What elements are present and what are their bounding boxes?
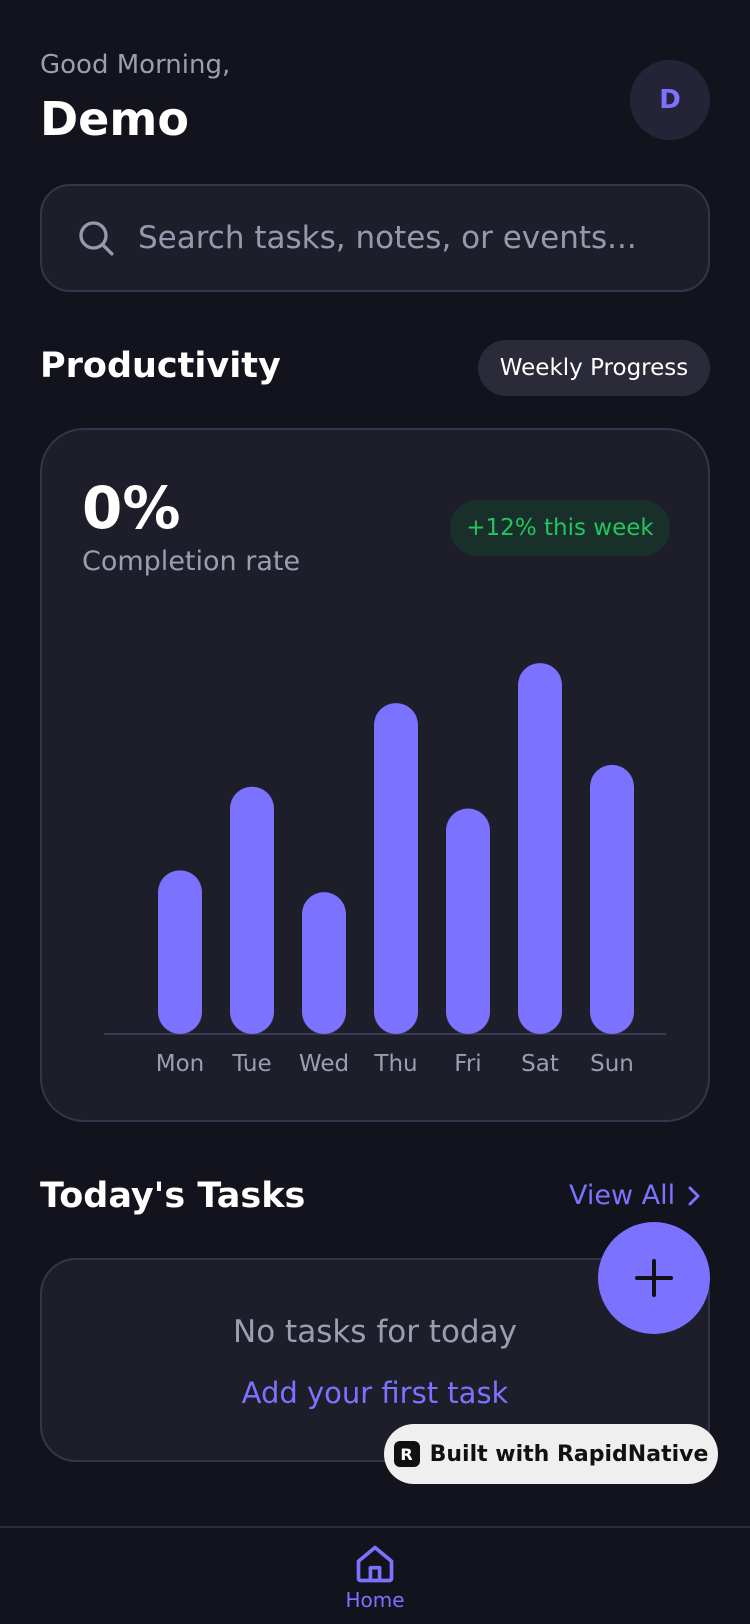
chart-bar-thu xyxy=(374,703,418,1034)
greeting-text: Good Morning, xyxy=(40,50,231,80)
bottom-tab-bar: Home xyxy=(0,1526,750,1624)
chart-tick-label-sat: Sat xyxy=(521,1051,559,1077)
productivity-chart-card: 0% Completion rate +12% this week Mon Tue… xyxy=(40,428,710,1122)
view-all-link[interactable]: View All xyxy=(569,1180,703,1211)
search-bar[interactable] xyxy=(40,184,710,292)
tab-home[interactable]: Home xyxy=(335,1542,415,1624)
productivity-heading: Productivity xyxy=(40,346,281,386)
plus-icon xyxy=(635,1259,673,1297)
completion-rate-label: Completion rate xyxy=(82,546,301,577)
search-input[interactable] xyxy=(138,220,698,256)
chart-tick-label-fri: Fri xyxy=(454,1051,481,1077)
tasks-heading: Today's Tasks xyxy=(40,1176,306,1216)
chart-tick-label-thu: Thu xyxy=(373,1051,417,1077)
chevron-right-icon xyxy=(688,1186,700,1205)
chart-bar-mon xyxy=(158,870,202,1034)
chart-tick-label-sun: Sun xyxy=(590,1051,634,1077)
weekly-progress-pill[interactable]: Weekly Progress xyxy=(478,340,710,396)
add-first-task-link[interactable]: Add your first task xyxy=(241,1376,509,1410)
tasks-empty-card: No tasks for today Add your first task xyxy=(40,1258,710,1462)
view-all-label: View All xyxy=(569,1180,676,1211)
add-task-fab[interactable] xyxy=(598,1222,710,1334)
chart-bar-sat xyxy=(518,663,562,1034)
chart-bar-tue xyxy=(230,786,274,1034)
built-with-label: Built with RapidNative xyxy=(429,1441,709,1467)
chart-tick-label-tue: Tue xyxy=(231,1051,271,1077)
built-with-badge[interactable]: R Built with RapidNative xyxy=(384,1424,718,1484)
home-icon xyxy=(356,1545,394,1583)
search-icon xyxy=(79,221,114,256)
chart-bar-sun xyxy=(590,764,634,1034)
weekly-bar-chart: Mon Tue Wed Thu Fri Sat Sun xyxy=(104,663,666,1077)
tab-home-label: Home xyxy=(345,1588,405,1612)
rapidnative-logo-icon: R xyxy=(393,1441,420,1467)
chart-bar-fri xyxy=(446,808,490,1034)
trend-badge: +12% this week xyxy=(450,500,670,556)
chart-tick-label-wed: Wed xyxy=(299,1051,349,1077)
chart-tick-label-mon: Mon xyxy=(156,1051,205,1077)
chart-bar-wed xyxy=(302,892,346,1034)
username-heading: Demo xyxy=(40,92,189,146)
empty-tasks-text: No tasks for today xyxy=(233,1314,517,1350)
avatar[interactable]: D xyxy=(630,60,710,140)
completion-rate-value: 0% xyxy=(82,474,181,542)
